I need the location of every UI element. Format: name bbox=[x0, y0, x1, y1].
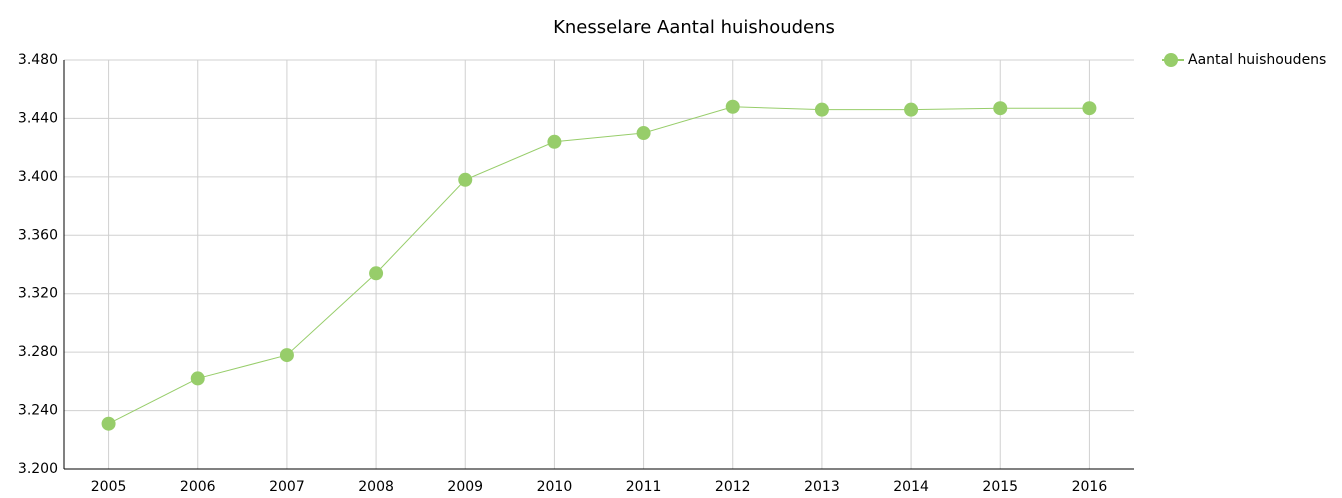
legend-label: Aantal huishoudens bbox=[1188, 52, 1326, 68]
data-point bbox=[1082, 101, 1097, 116]
x-tick-label: 2008 bbox=[358, 479, 394, 495]
y-tick-label: 3.280 bbox=[18, 344, 58, 360]
data-point bbox=[904, 102, 919, 117]
data-point bbox=[279, 348, 294, 363]
x-tick-label: 2013 bbox=[804, 479, 840, 495]
x-tick-label: 2007 bbox=[269, 479, 305, 495]
y-tick-label: 3.360 bbox=[18, 227, 58, 243]
legend-marker bbox=[1164, 53, 1178, 67]
data-point bbox=[369, 266, 384, 281]
x-tick-label: 2009 bbox=[447, 479, 483, 495]
x-tick-label: 2016 bbox=[1072, 479, 1108, 495]
x-tick-label: 2015 bbox=[982, 479, 1018, 495]
chart-title: Knesselare Aantal huishoudens bbox=[553, 17, 835, 38]
x-tick-label: 2006 bbox=[180, 479, 216, 495]
data-point bbox=[993, 101, 1008, 116]
data-point bbox=[636, 126, 651, 141]
data-point bbox=[101, 416, 116, 431]
x-tick-label: 2014 bbox=[893, 479, 929, 495]
data-point bbox=[547, 134, 562, 149]
y-tick-label: 3.240 bbox=[18, 403, 58, 419]
x-tick-label: 2010 bbox=[537, 479, 573, 495]
data-point bbox=[190, 371, 205, 386]
y-tick-label: 3.200 bbox=[18, 461, 58, 477]
y-tick-label: 3.320 bbox=[18, 286, 58, 302]
series-line bbox=[108, 106, 1090, 425]
data-point bbox=[814, 102, 829, 117]
y-tick-label: 3.400 bbox=[18, 169, 58, 185]
x-tick-label: 2005 bbox=[91, 479, 127, 495]
x-tick-label: 2011 bbox=[626, 479, 662, 495]
x-tick-label: 2012 bbox=[715, 479, 751, 495]
data-point bbox=[725, 99, 740, 114]
data-point bbox=[458, 172, 473, 187]
y-tick-label: 3.480 bbox=[18, 52, 58, 68]
y-tick-label: 3.440 bbox=[18, 110, 58, 126]
